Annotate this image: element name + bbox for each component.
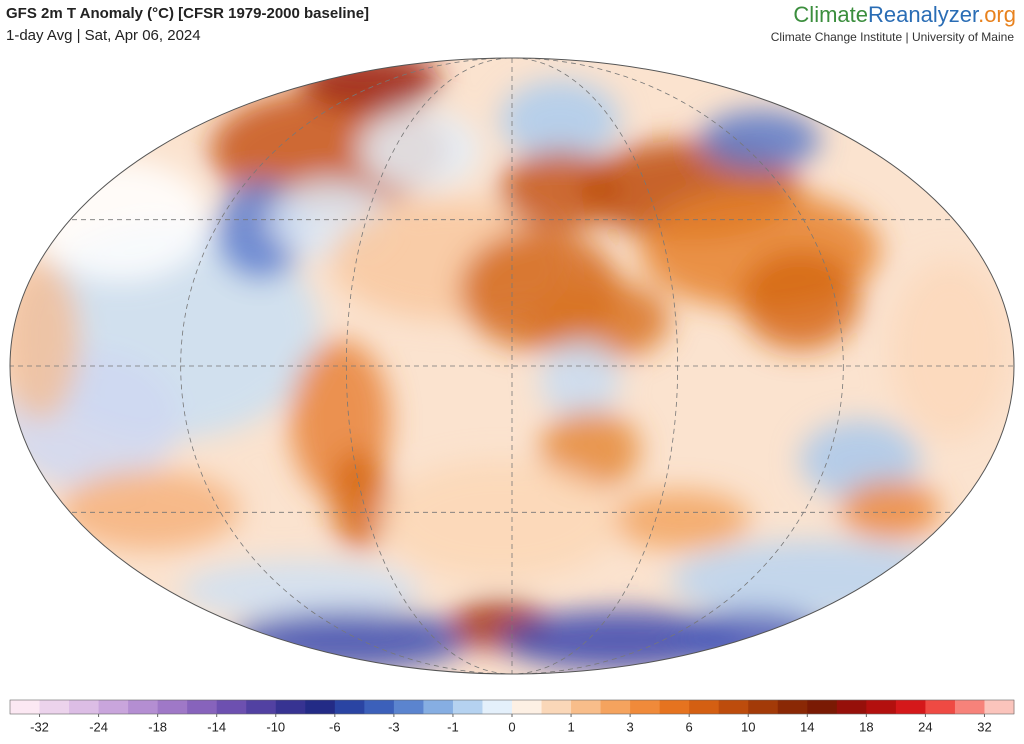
colorbar-swatch <box>777 700 808 714</box>
colorbar-swatch <box>334 700 365 714</box>
anomaly-region <box>740 250 860 350</box>
colorbar-swatch <box>10 700 41 714</box>
colorbar-swatch <box>984 700 1015 714</box>
map <box>10 58 1014 674</box>
colorbar-label: 32 <box>977 719 991 734</box>
anomaly-region <box>180 560 420 620</box>
colorbar: -32 -24 -18 -14 -10 -6 -3 -1 0 1 3 6 10 14 18 24 32 <box>9 699 1015 734</box>
colorbar-swatch <box>512 700 543 714</box>
colorbar-swatch <box>895 700 926 714</box>
colorbar-swatch <box>275 700 306 714</box>
colorbar-label: 10 <box>741 719 755 734</box>
colorbar-swatch <box>600 700 631 714</box>
colorbar-swatch <box>39 700 70 714</box>
colorbar-swatch <box>423 700 454 714</box>
colorbar-swatch <box>393 700 424 714</box>
colorbar-swatch <box>187 700 218 714</box>
anomaly-region <box>500 610 740 670</box>
colorbar-swatch <box>718 700 749 714</box>
logo: ClimateReanalyzer.org <box>793 2 1016 27</box>
anomaly-region <box>610 490 750 550</box>
colorbar-swatch <box>157 700 188 714</box>
colorbar-swatch <box>452 700 483 714</box>
colorbar-label: 1 <box>567 719 574 734</box>
colorbar-label: 14 <box>800 719 814 734</box>
colorbar-swatch <box>659 700 690 714</box>
colorbar-swatch <box>689 700 720 714</box>
map-outline <box>9 57 1015 675</box>
meridian <box>345 58 679 674</box>
colorbar-swatch <box>69 700 100 714</box>
logo-part: .org <box>978 2 1016 27</box>
subtitle: 1-day Avg | Sat, Apr 06, 2024 <box>6 27 201 44</box>
colorbar-swatch <box>541 700 572 714</box>
anomaly-region <box>500 80 620 160</box>
anomaly-region <box>700 110 820 170</box>
anomaly-region <box>330 450 390 550</box>
anomaly-field <box>10 58 1010 670</box>
colorbar-label: -3 <box>388 719 400 734</box>
colorbar-swatch <box>630 700 661 714</box>
meridian <box>180 58 844 674</box>
anomaly-region <box>540 340 620 420</box>
anomaly-region <box>890 260 1010 440</box>
colorbar-label: -18 <box>148 719 167 734</box>
colorbar-label: 0 <box>508 719 515 734</box>
colorbar-swatch <box>748 700 779 714</box>
anomaly-region <box>670 610 830 670</box>
colorbar-swatch <box>482 700 513 714</box>
colorbar-label: -1 <box>447 719 459 734</box>
anomaly-region <box>840 480 940 540</box>
graticule <box>10 58 1014 674</box>
colorbar-swatch <box>246 700 277 714</box>
colorbar-swatch <box>216 700 247 714</box>
colorbar-label: 6 <box>686 719 693 734</box>
colorbar-swatch <box>866 700 897 714</box>
colorbar-label: 18 <box>859 719 873 734</box>
colorbar-swatch <box>98 700 129 714</box>
anomaly-region <box>670 540 970 620</box>
anomaly-region <box>380 460 620 580</box>
colorbar-swatch <box>305 700 336 714</box>
colorbar-label: -14 <box>207 719 226 734</box>
anomaly-region <box>230 610 470 670</box>
anomaly-region <box>60 470 240 550</box>
colorbar-swatch <box>925 700 956 714</box>
colorbar-swatch <box>128 700 159 714</box>
colorbar-label: -24 <box>89 719 108 734</box>
colorbar-label: 3 <box>627 719 634 734</box>
logo-tagline: Climate Change Institute | University of… <box>771 30 1015 44</box>
colorbar-swatch <box>836 700 867 714</box>
colorbar-label: -6 <box>329 719 341 734</box>
colorbar-swatch <box>807 700 838 714</box>
logo-part: Reanalyzer <box>868 2 979 27</box>
colorbar-swatch <box>954 700 985 714</box>
colorbar-swatch <box>364 700 395 714</box>
logo-part: Climate <box>793 2 868 27</box>
anomaly-region <box>360 110 480 190</box>
colorbar-swatch <box>571 700 602 714</box>
colorbar-label: -32 <box>30 719 49 734</box>
colorbar-label: -10 <box>266 719 285 734</box>
anomaly-region <box>530 280 670 360</box>
title: GFS 2m T Anomaly (°C) [CFSR 1979-2000 ba… <box>6 5 369 22</box>
colorbar-label: 24 <box>918 719 932 734</box>
anomaly-region <box>300 58 440 110</box>
